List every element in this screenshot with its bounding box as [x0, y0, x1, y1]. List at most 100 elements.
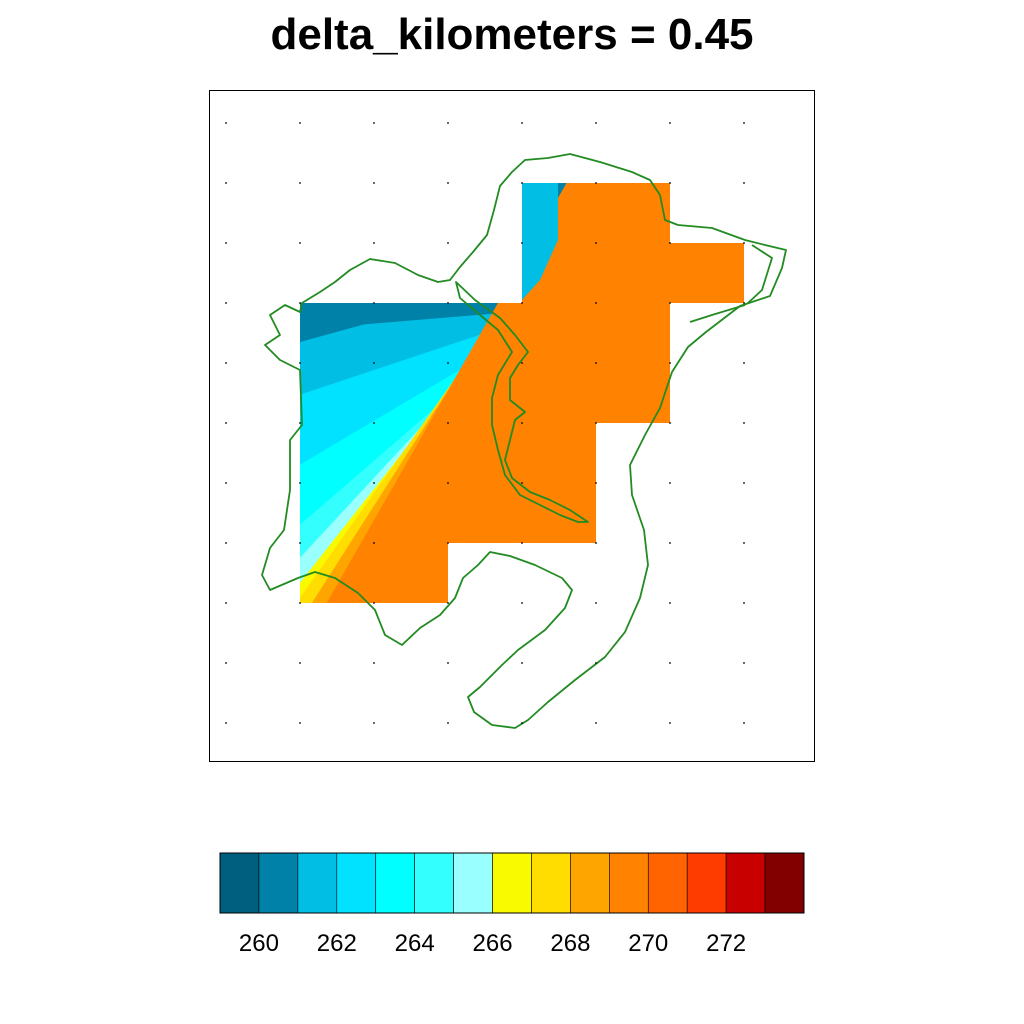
grid-point	[669, 122, 671, 124]
grid-point	[521, 122, 523, 124]
contour-band	[522, 183, 558, 300]
colorbar-swatch	[453, 852, 493, 914]
grid-point	[373, 122, 375, 124]
colorbar-swatch	[375, 852, 415, 914]
grid-point	[373, 242, 375, 244]
colorbar: 260 262 264 266 268 270 272	[219, 852, 805, 957]
colorbar-swatch	[570, 852, 610, 914]
coastline-segment	[747, 244, 773, 304]
grid-point	[521, 242, 523, 244]
grid-point	[447, 722, 449, 724]
grid-point	[447, 542, 449, 544]
grid-point	[225, 122, 227, 124]
grid-point	[373, 602, 375, 604]
grid-point	[669, 662, 671, 664]
colorbar-tick-label: 272	[706, 930, 746, 957]
grid-point	[521, 602, 523, 604]
grid-point	[743, 242, 745, 244]
grid-point	[299, 602, 301, 604]
colorbar-tick-label: 266	[473, 930, 513, 957]
grid-point	[373, 422, 375, 424]
grid-point	[299, 362, 301, 364]
colorbar-tick-label: 270	[628, 930, 668, 957]
grid-point	[373, 362, 375, 364]
grid-point	[743, 722, 745, 724]
grid-point	[595, 542, 597, 544]
grid-point	[669, 722, 671, 724]
grid-point	[521, 722, 523, 724]
grid-point	[299, 182, 301, 184]
colorbar-frame	[219, 852, 805, 914]
grid-point	[447, 602, 449, 604]
grid-point	[521, 182, 523, 184]
grid-point	[225, 662, 227, 664]
grid-point	[669, 602, 671, 604]
grid-point	[373, 302, 375, 304]
grid-point	[299, 302, 301, 304]
grid-point	[521, 362, 523, 364]
grid-point	[447, 662, 449, 664]
coastline	[261, 153, 787, 729]
grid-point	[373, 182, 375, 184]
colorbar-swatch	[258, 852, 299, 914]
colorbar-tick-label: 262	[317, 930, 357, 957]
grid-point	[521, 482, 523, 484]
grid-point	[743, 362, 745, 364]
grid-point	[595, 302, 597, 304]
grid-point	[225, 362, 227, 364]
plot-title: delta_kilometers = 0.45	[270, 10, 754, 59]
grid-points	[225, 122, 745, 724]
grid-point	[447, 302, 449, 304]
grid-point	[595, 362, 597, 364]
grid-point	[595, 662, 597, 664]
coastline-segment	[261, 153, 787, 729]
colorbar-tick-label: 264	[395, 930, 435, 957]
grid-point	[669, 542, 671, 544]
grid-point	[299, 422, 301, 424]
colorbar-swatch	[725, 852, 766, 914]
grid-point	[595, 242, 597, 244]
grid-point	[225, 182, 227, 184]
colorbar-swatch	[414, 852, 454, 914]
grid-point	[299, 122, 301, 124]
grid-point	[373, 542, 375, 544]
grid-point	[595, 602, 597, 604]
grid-point	[447, 242, 449, 244]
grid-point	[373, 482, 375, 484]
grid-point	[595, 122, 597, 124]
grid-point	[299, 542, 301, 544]
grid-point	[669, 182, 671, 184]
grid-point	[373, 662, 375, 664]
colorbar-swatch	[336, 852, 377, 914]
grid-point	[521, 542, 523, 544]
grid-point	[225, 422, 227, 424]
colorbar-swatch	[531, 852, 571, 914]
filled-contour-field	[300, 183, 744, 603]
grid-point	[669, 362, 671, 364]
grid-point	[225, 542, 227, 544]
grid-point	[521, 302, 523, 304]
grid-point	[743, 182, 745, 184]
coastline-segment	[455, 281, 589, 523]
grid-point	[299, 722, 301, 724]
grid-point	[225, 302, 227, 304]
grid-point	[225, 602, 227, 604]
colorbar-swatch	[219, 852, 260, 914]
colorbar-tick-label: 268	[550, 930, 590, 957]
colorbar-swatch	[492, 852, 532, 914]
grid-point	[595, 422, 597, 424]
grid-point	[669, 302, 671, 304]
grid-point	[447, 482, 449, 484]
grid-point	[225, 242, 227, 244]
grid-point	[447, 362, 449, 364]
plot-frame	[209, 90, 815, 762]
grid-point	[743, 422, 745, 424]
grid-point	[669, 422, 671, 424]
grid-point	[743, 662, 745, 664]
grid-point	[447, 182, 449, 184]
colorbar-swatch	[297, 852, 338, 914]
colorbar-tick-label: 260	[239, 930, 279, 957]
colorbar-swatch	[764, 852, 805, 914]
grid-point	[521, 662, 523, 664]
grid-point	[669, 242, 671, 244]
